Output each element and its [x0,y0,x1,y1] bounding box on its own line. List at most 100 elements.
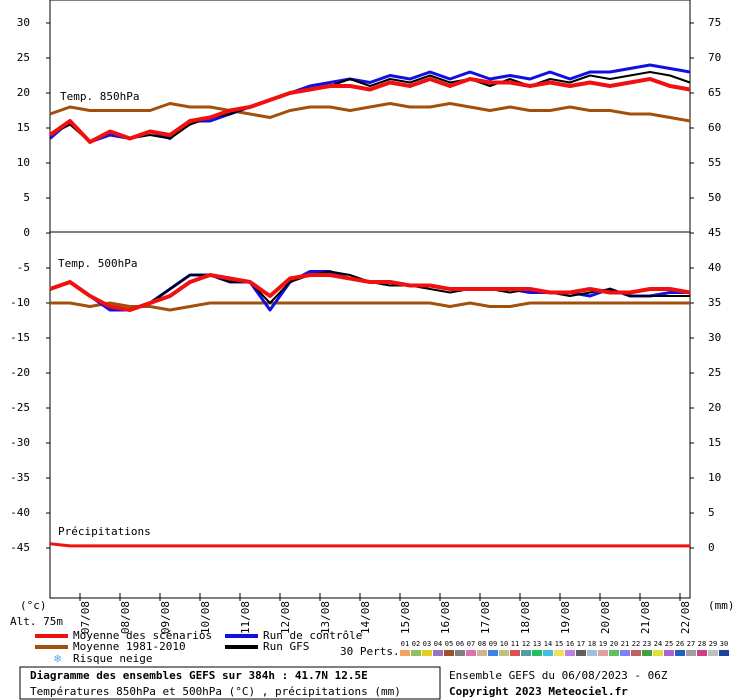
pert-label: 13 [533,640,541,648]
x-tick-label: 10/08 [199,601,212,634]
y2-tick-label: 35 [708,296,721,309]
pert-label: 10 [500,640,508,648]
pert-swatch [631,650,641,656]
pert-swatch [543,650,553,656]
pert-swatch [466,650,476,656]
bottom-panel [49,231,691,599]
pert-swatch [697,650,707,656]
pert-swatch [642,650,652,656]
footer-copyright: Copyright 2023 Meteociel.fr [449,685,628,698]
pert-swatch [653,650,663,656]
x-tick-label: 16/08 [439,601,452,634]
pert-label: 06 [456,640,464,648]
pert-swatch [609,650,619,656]
pert-label: 09 [489,640,497,648]
y2-tick-label: 70 [708,51,721,64]
pert-swatch [422,650,432,656]
y2-tick-label: 0 [708,541,715,554]
y2-tick-label: 20 [708,401,721,414]
y2-tick-label: 30 [708,331,721,344]
pert-swatch [576,650,586,656]
y-tick-label: 0 [23,226,30,239]
y2-tick-label: 10 [708,471,721,484]
footer-run: Ensemble GEFS du 06/08/2023 - 06Z [449,669,668,682]
pert-swatch [719,650,729,656]
y-tick-label: 5 [23,191,30,204]
x-tick-label: 19/08 [559,601,572,634]
y-tick-label: -35 [10,471,30,484]
pert-label: 26 [676,640,684,648]
panel-label: Temp. 500hPa [58,257,137,270]
legend-label: Moyenne des scénarios [73,629,212,642]
pert-swatch [510,650,520,656]
pert-label: 21 [621,640,629,648]
x-tick-label: 18/08 [519,601,532,634]
pert-label: 11 [511,640,519,648]
y-axis-unit: (°c) [20,599,47,612]
legend-label: Run GFS [263,640,309,653]
y-tick-label: 15 [17,121,30,134]
y-tick-label: -15 [10,331,30,344]
pert-swatch [488,650,498,656]
pert-label: 05 [445,640,453,648]
pert-swatch [411,650,421,656]
x-tick-label: 09/08 [159,601,172,634]
y2-tick-label: 60 [708,121,721,134]
perts-label: 30 Perts. [340,645,400,658]
pert-swatch [400,650,410,656]
pert-label: 02 [412,640,420,648]
x-tick-label: 14/08 [359,601,372,634]
x-tick-label: 13/08 [319,601,332,634]
pert-label: 01 [401,640,409,648]
y-tick-label: -45 [10,541,30,554]
pert-label: 30 [720,640,728,648]
altitude: Alt. 75m [10,615,63,628]
series-line [48,77,691,144]
y-tick-label: -10 [10,296,30,309]
pert-swatch [587,650,597,656]
y2-tick-label: 55 [708,156,721,169]
pert-label: 18 [588,640,596,648]
y-tick-label: -20 [10,366,30,379]
pert-swatch [598,650,608,656]
y2-tick-label: 45 [708,226,721,239]
pert-label: 04 [434,640,442,648]
y-tick-label: -25 [10,401,30,414]
pert-swatch [433,650,443,656]
snow-icon: ❄ [54,652,61,666]
x-tick-label: 22/08 [679,601,692,634]
x-tick-label: 07/08 [79,601,92,634]
pert-label: 19 [599,640,607,648]
pert-swatch [620,650,630,656]
pert-swatch [521,650,531,656]
x-tick-label: 15/08 [399,601,412,634]
pert-label: 22 [632,640,640,648]
x-tick-label: 21/08 [639,601,652,634]
y-tick-label: 10 [17,156,30,169]
panel-label: Temp. 850hPa [60,90,139,103]
y2-tick-label: 25 [708,366,721,379]
pert-label: 27 [687,640,695,648]
pert-swatch [565,650,575,656]
pert-label: 23 [643,640,651,648]
y2-tick-label: 50 [708,191,721,204]
legend-label: Run de contrôle [263,629,362,642]
pert-swatch [664,650,674,656]
pert-label: 07 [467,640,475,648]
footer-box [19,666,441,700]
y2-axis-unit: (mm) [708,599,735,612]
pert-label: 15 [555,640,563,648]
panel-label: Précipitations [58,525,151,538]
pert-swatch [455,650,465,656]
pert-label: 17 [577,640,585,648]
pert-label: 16 [566,640,574,648]
pert-swatch [675,650,685,656]
x-tick-label: 08/08 [119,601,132,634]
y-tick-label: 20 [17,86,30,99]
series-line [49,542,690,548]
pert-label: 25 [665,640,673,648]
pert-label: 08 [478,640,486,648]
y2-tick-label: 15 [708,436,721,449]
y-tick-label: -5 [17,261,30,274]
